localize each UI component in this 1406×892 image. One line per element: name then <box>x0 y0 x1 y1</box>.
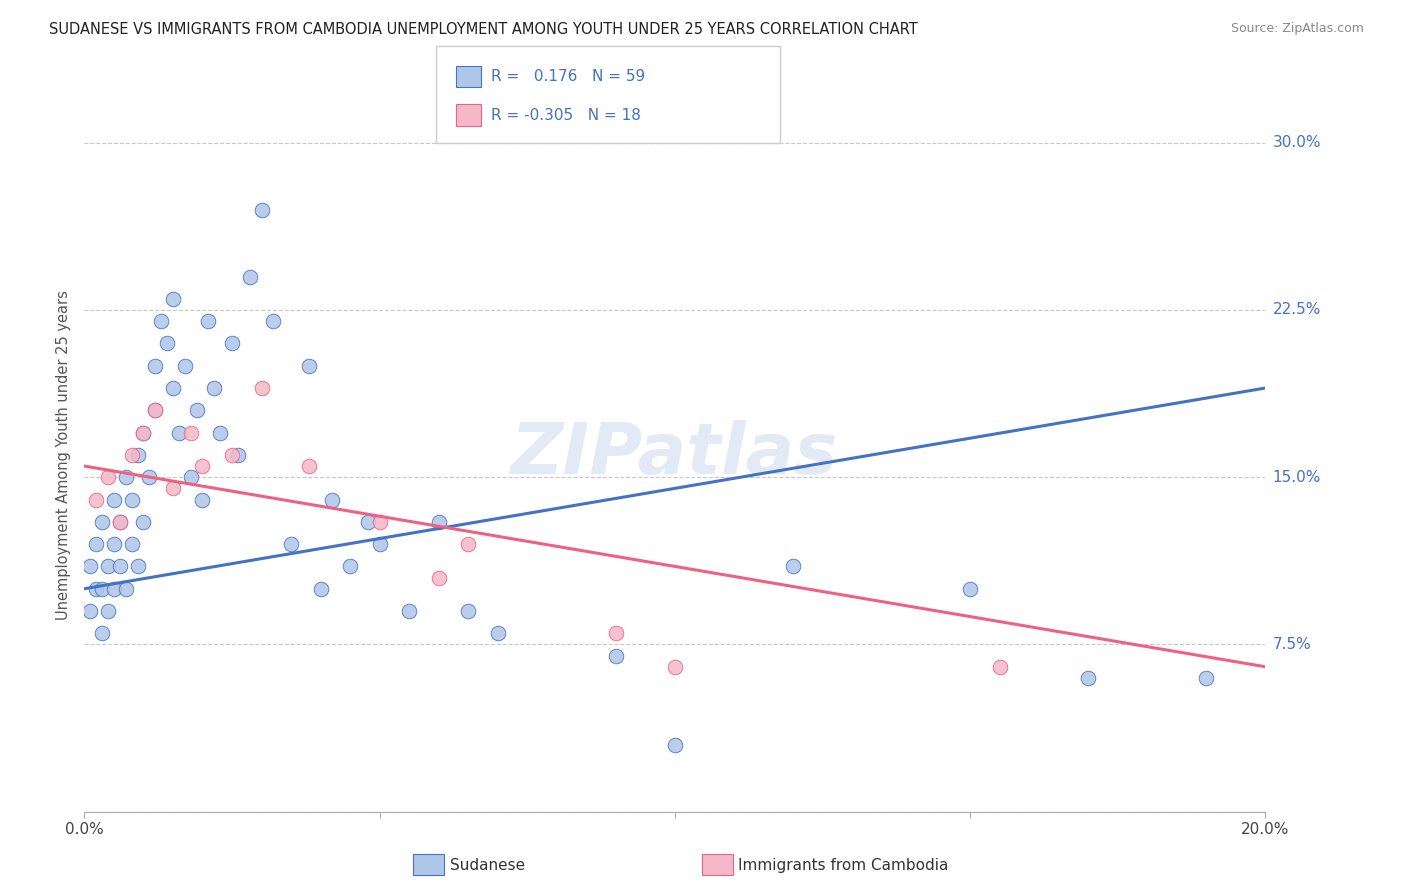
Point <box>167 425 190 440</box>
Point <box>309 582 332 596</box>
Point <box>114 582 136 596</box>
Point <box>162 482 184 496</box>
Point <box>180 470 202 484</box>
Point <box>605 626 627 640</box>
Point <box>186 403 208 417</box>
Point <box>173 359 195 373</box>
Point <box>239 269 262 284</box>
Point <box>79 559 101 574</box>
Point <box>664 738 686 752</box>
Point <box>84 537 107 551</box>
Point <box>91 582 114 596</box>
Text: 22.5%: 22.5% <box>1272 302 1320 318</box>
Point <box>357 515 380 529</box>
Point <box>84 582 107 596</box>
Point <box>221 336 243 351</box>
Point <box>321 492 343 507</box>
Point <box>127 448 149 462</box>
Point <box>427 571 450 585</box>
Point <box>132 425 155 440</box>
Point <box>132 515 155 529</box>
Text: SUDANESE VS IMMIGRANTS FROM CAMBODIA UNEMPLOYMENT AMONG YOUTH UNDER 25 YEARS COR: SUDANESE VS IMMIGRANTS FROM CAMBODIA UNE… <box>49 22 918 37</box>
Text: ZIPatlas: ZIPatlas <box>512 420 838 490</box>
Point <box>143 359 166 373</box>
Point <box>150 314 173 328</box>
Point <box>97 470 120 484</box>
Point <box>262 314 284 328</box>
Point <box>103 582 125 596</box>
Point <box>121 492 143 507</box>
Point <box>156 336 179 351</box>
Point <box>221 448 243 462</box>
Point <box>368 515 391 529</box>
Point <box>103 492 125 507</box>
Point <box>162 292 184 306</box>
Point <box>605 648 627 663</box>
Point <box>91 515 114 529</box>
Point <box>250 381 273 395</box>
Text: R =   0.176   N = 59: R = 0.176 N = 59 <box>491 70 645 84</box>
Point <box>457 537 479 551</box>
Point <box>250 202 273 217</box>
Point <box>226 448 249 462</box>
Point <box>103 537 125 551</box>
Text: R = -0.305   N = 18: R = -0.305 N = 18 <box>491 108 641 122</box>
Point <box>209 425 232 440</box>
Text: 7.5%: 7.5% <box>1272 637 1312 652</box>
Point <box>959 582 981 596</box>
Point <box>368 537 391 551</box>
Point <box>280 537 302 551</box>
Point <box>108 559 131 574</box>
Point <box>427 515 450 529</box>
Point <box>298 459 321 474</box>
Text: 15.0%: 15.0% <box>1272 470 1320 484</box>
Point <box>1195 671 1218 685</box>
Point <box>108 515 131 529</box>
Point <box>988 660 1011 674</box>
Point <box>339 559 361 574</box>
Point <box>782 559 804 574</box>
Point <box>457 604 479 618</box>
Point <box>1077 671 1099 685</box>
Y-axis label: Unemployment Among Youth under 25 years: Unemployment Among Youth under 25 years <box>56 290 72 620</box>
Text: Source: ZipAtlas.com: Source: ZipAtlas.com <box>1230 22 1364 36</box>
Text: Sudanese: Sudanese <box>450 858 524 872</box>
Point <box>91 626 114 640</box>
Point <box>114 470 136 484</box>
Point <box>664 660 686 674</box>
Point <box>143 403 166 417</box>
Point <box>108 515 131 529</box>
Point <box>127 559 149 574</box>
Text: Immigrants from Cambodia: Immigrants from Cambodia <box>738 858 949 872</box>
Point <box>121 537 143 551</box>
Point <box>132 425 155 440</box>
Point <box>79 604 101 618</box>
Point <box>143 403 166 417</box>
Point <box>84 492 107 507</box>
Point <box>398 604 420 618</box>
Point <box>162 381 184 395</box>
Point <box>191 459 214 474</box>
Point <box>97 604 120 618</box>
Point <box>180 425 202 440</box>
Point <box>486 626 509 640</box>
Point <box>202 381 225 395</box>
Point <box>138 470 160 484</box>
Point <box>298 359 321 373</box>
Point <box>197 314 219 328</box>
Point <box>191 492 214 507</box>
Point <box>97 559 120 574</box>
Point <box>121 448 143 462</box>
Text: 30.0%: 30.0% <box>1272 136 1320 150</box>
